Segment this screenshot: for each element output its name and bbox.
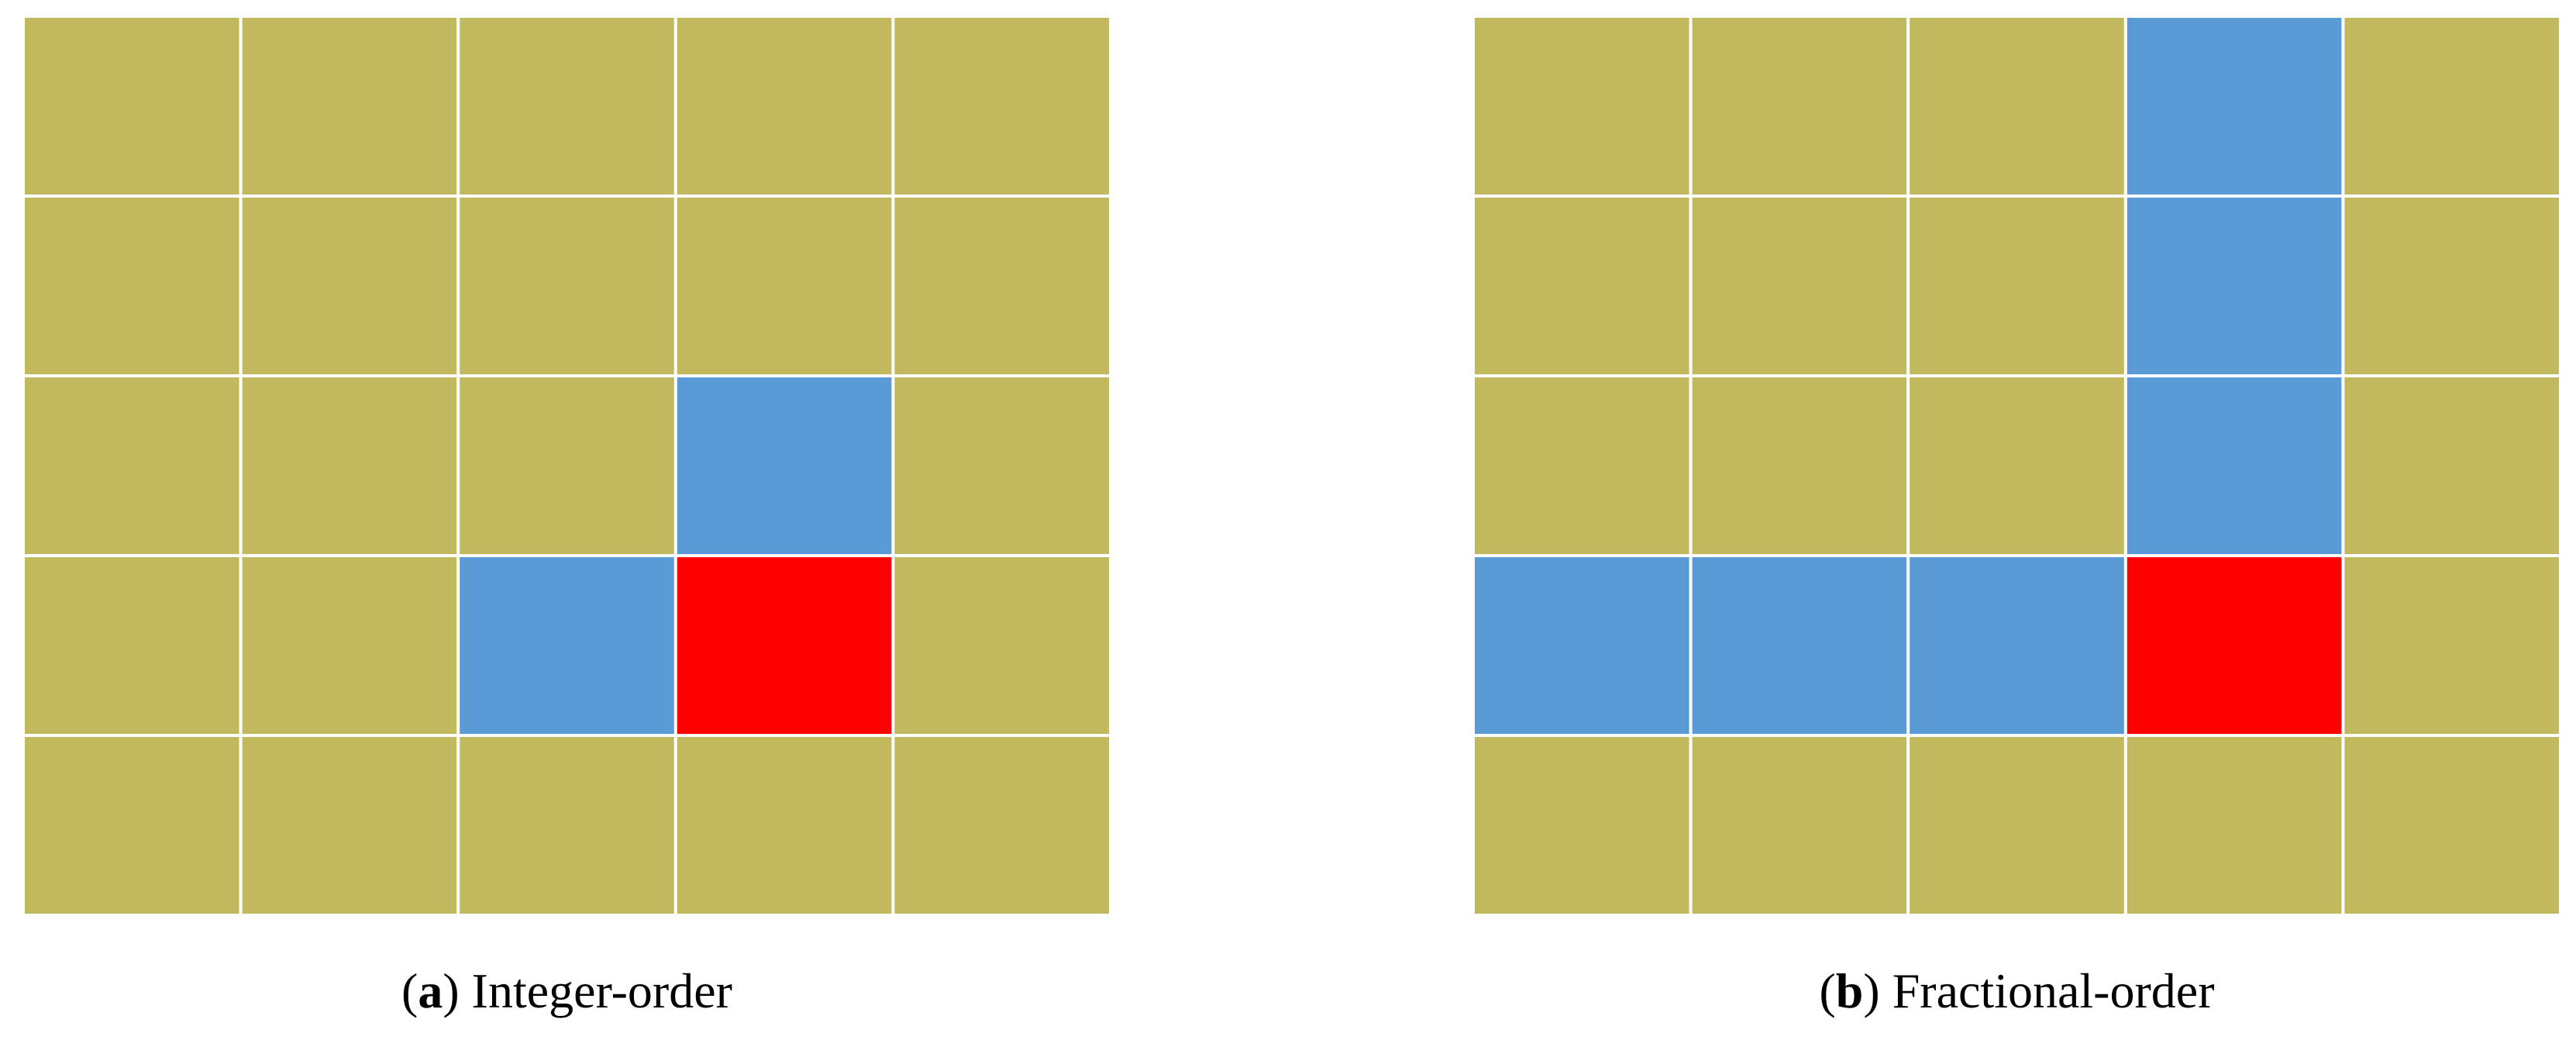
cell <box>2344 737 2559 914</box>
cell <box>677 737 892 914</box>
cell <box>1692 737 1907 914</box>
caption-open: ( <box>1819 963 1835 1018</box>
cell <box>2127 377 2342 554</box>
cell <box>2344 557 2559 734</box>
cell <box>460 198 674 374</box>
caption-close: ) <box>443 963 459 1018</box>
cell <box>677 377 892 554</box>
cell <box>1475 737 1689 914</box>
caption-letter: a <box>418 963 443 1018</box>
cell <box>1692 198 1907 374</box>
cell <box>460 557 674 734</box>
cell <box>1475 377 1689 554</box>
caption-text: Integer-order <box>472 963 732 1018</box>
cell <box>25 557 239 734</box>
cell <box>677 18 892 195</box>
cell <box>894 377 1109 554</box>
cell <box>1692 377 1907 554</box>
cell <box>1692 557 1907 734</box>
caption-open: ( <box>401 963 418 1018</box>
caption-letter: b <box>1836 963 1864 1018</box>
cell <box>242 377 457 554</box>
cell <box>1910 377 2124 554</box>
cell <box>25 18 239 195</box>
cell <box>677 557 892 734</box>
cell <box>2127 737 2342 914</box>
panel: (b) Fractional-order <box>1473 16 2561 1018</box>
cell <box>242 18 457 195</box>
cell <box>2127 557 2342 734</box>
cell <box>25 737 239 914</box>
cell <box>460 18 674 195</box>
cell <box>1475 198 1689 374</box>
cell <box>2344 198 2559 374</box>
cell <box>677 198 892 374</box>
cell <box>1475 557 1689 734</box>
cell <box>2344 377 2559 554</box>
cell <box>2127 18 2342 195</box>
cell <box>2127 198 2342 374</box>
cell <box>1692 18 1907 195</box>
cell <box>1910 737 2124 914</box>
cell <box>894 198 1109 374</box>
cell <box>1910 18 2124 195</box>
cell <box>894 737 1109 914</box>
panel: (a) Integer-order <box>23 16 1111 1018</box>
cell <box>1910 557 2124 734</box>
cell <box>242 557 457 734</box>
cell <box>894 557 1109 734</box>
caption-text: Fractional-order <box>1892 963 2215 1018</box>
cell <box>1475 18 1689 195</box>
caption-close: ) <box>1863 963 1879 1018</box>
cell <box>242 198 457 374</box>
cell <box>25 377 239 554</box>
cell <box>2344 18 2559 195</box>
caption: (b) Fractional-order <box>1819 963 2214 1018</box>
cell <box>242 737 457 914</box>
cell <box>1910 198 2124 374</box>
cell <box>25 198 239 374</box>
cell <box>894 18 1109 195</box>
cell <box>460 737 674 914</box>
caption: (a) Integer-order <box>401 963 732 1018</box>
cell <box>460 377 674 554</box>
